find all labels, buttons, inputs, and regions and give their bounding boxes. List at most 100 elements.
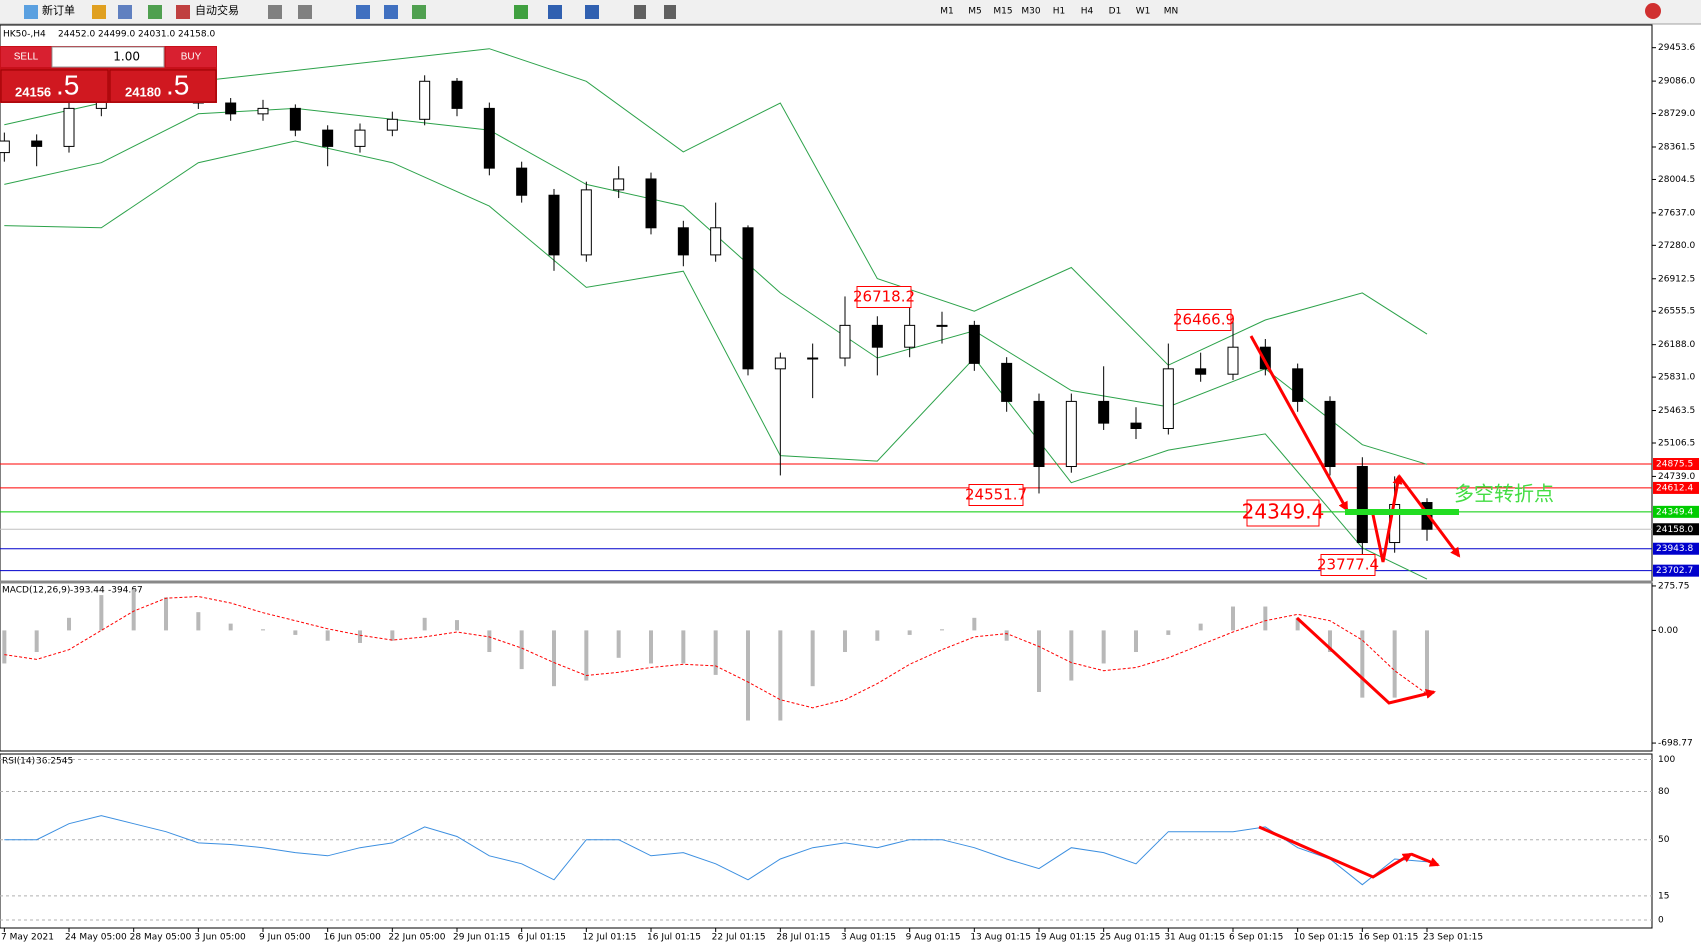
- crosshair-tool[interactable]: [664, 5, 676, 19]
- candle-body: [225, 102, 237, 115]
- timeframe-button[interactable]: W1: [1136, 7, 1151, 17]
- macd-bar: [390, 630, 395, 641]
- timeframe-button[interactable]: MN: [1164, 7, 1179, 17]
- sell-label[interactable]: SELL: [14, 52, 39, 63]
- candle-body: [1292, 368, 1304, 402]
- drawn-arrows: [1249, 335, 1461, 879]
- pivot-annotation: 多空转折点: [1454, 482, 1554, 506]
- y-tick-label: 0.00: [1658, 626, 1678, 636]
- macd-title: MACD(12,26,9): [2, 586, 70, 596]
- price-level-label: 24612.4: [1656, 483, 1693, 493]
- last-open: 24452.0: [58, 30, 95, 40]
- macd-bar: [745, 630, 750, 721]
- candle-body: [354, 129, 366, 147]
- new-order-icon[interactable]: [24, 5, 38, 19]
- auto-trading-icon[interactable]: [176, 5, 190, 19]
- price-level-label: 24875.5: [1656, 460, 1693, 470]
- sell-button[interactable]: [1, 47, 51, 67]
- bid-button[interactable]: [0, 69, 109, 103]
- lot-input[interactable]: [51, 46, 165, 68]
- toolbar-icon[interactable]: [298, 5, 312, 19]
- macd-bar: [1069, 630, 1074, 681]
- price-level-label: 24349.4: [1656, 507, 1693, 517]
- candle-body: [63, 107, 75, 147]
- x-tick-label: 22 Jul 01:15: [712, 933, 766, 943]
- macd-bar: [1166, 630, 1171, 635]
- y-tick-label: 0: [1658, 915, 1664, 925]
- x-tick-label: 6 Jul 01:15: [518, 933, 566, 943]
- candle-body: [613, 178, 625, 191]
- trend-arrow: [1249, 335, 1349, 512]
- notifications[interactable]: [1645, 3, 1661, 19]
- timeframe-button[interactable]: M5: [968, 7, 982, 17]
- ask-pips[interactable]: .5: [166, 69, 189, 100]
- timeframe-button[interactable]: H1: [1053, 7, 1066, 17]
- zoom-in[interactable]: [356, 5, 370, 19]
- y-tick-label: 29453.6: [1658, 43, 1695, 53]
- macd-signal-value: -394.67: [108, 586, 143, 596]
- candle-body: [1001, 362, 1013, 402]
- macd-bar: [972, 617, 977, 631]
- templates[interactable]: [585, 5, 599, 19]
- ask-button[interactable]: [109, 69, 217, 103]
- candle-body: [1259, 346, 1271, 370]
- zoom-out[interactable]: [384, 5, 398, 19]
- indicators[interactable]: [514, 5, 528, 19]
- toolbar-icon[interactable]: [118, 5, 132, 19]
- macd-arrow: [1295, 616, 1436, 705]
- x-tick-label: 16 Sep 01:15: [1358, 933, 1418, 943]
- y-tick-label: 29086.0: [1658, 77, 1695, 87]
- rsi-title: RSI(14): [2, 757, 35, 767]
- timeframe-button[interactable]: H4: [1081, 7, 1094, 17]
- toolbar-icon[interactable]: [268, 5, 282, 19]
- candle-body: [322, 129, 334, 147]
- macd-signal: [4, 595, 1428, 709]
- x-tick-label: 3 Aug 01:15: [841, 933, 896, 943]
- last-close: 24158.0: [178, 30, 215, 40]
- price-annotation: 24551.7: [965, 486, 1027, 504]
- macd-bar: [99, 595, 104, 631]
- macd-bar: [1004, 630, 1009, 641]
- timeframe-button[interactable]: M15: [993, 7, 1012, 17]
- macd-bar: [1101, 630, 1106, 664]
- y-tick-label: 28361.5: [1658, 142, 1695, 152]
- rsi-panel: [0, 753, 1653, 929]
- timeframe-button[interactable]: M30: [1021, 7, 1040, 17]
- price-level-box: [1653, 564, 1699, 577]
- periods[interactable]: [548, 5, 562, 19]
- macd-bar: [67, 617, 72, 631]
- bid-pips[interactable]: .5: [56, 69, 79, 100]
- x-tick-label: 19 Aug 01:15: [1035, 933, 1096, 943]
- macd-bar: [1327, 630, 1332, 653]
- candle-body: [386, 118, 398, 131]
- chart-symbol: HK50-,H4: [3, 30, 46, 40]
- candle-body: [1356, 466, 1368, 544]
- toolbar-icon[interactable]: [148, 5, 162, 19]
- lot-value[interactable]: 1.00: [113, 50, 140, 64]
- toolbar: [0, 0, 1701, 24]
- macd-bar: [131, 589, 136, 631]
- ask-price[interactable]: 24180: [125, 84, 161, 99]
- candle-body: [968, 324, 980, 364]
- candle-body: [1065, 400, 1077, 468]
- bid-price[interactable]: 24156: [15, 84, 51, 99]
- candle-body: [31, 140, 43, 147]
- buy-button[interactable]: [166, 47, 216, 67]
- tile-windows[interactable]: [412, 5, 426, 19]
- candle-body: [774, 357, 786, 370]
- price-level-label: 24158.0: [1656, 525, 1693, 535]
- x-tick-label: 10 Sep 01:15: [1294, 933, 1354, 943]
- cursor-tool[interactable]: [634, 5, 646, 19]
- last-high: 24499.0: [98, 30, 135, 40]
- macd-bar: [2, 630, 7, 664]
- buy-label[interactable]: BUY: [181, 52, 202, 63]
- candle-body: [1098, 400, 1110, 424]
- toolbar-icon[interactable]: [92, 5, 106, 19]
- bollinger-band: [4, 48, 1428, 366]
- timeframe-button[interactable]: D1: [1109, 7, 1122, 17]
- auto-trading-button[interactable]: 自动交易: [195, 3, 239, 17]
- y-tick-label: 26555.5: [1658, 307, 1695, 317]
- new-order-button[interactable]: 新订单: [42, 3, 75, 17]
- timeframe-button[interactable]: M1: [940, 7, 954, 17]
- candle-body: [742, 227, 754, 370]
